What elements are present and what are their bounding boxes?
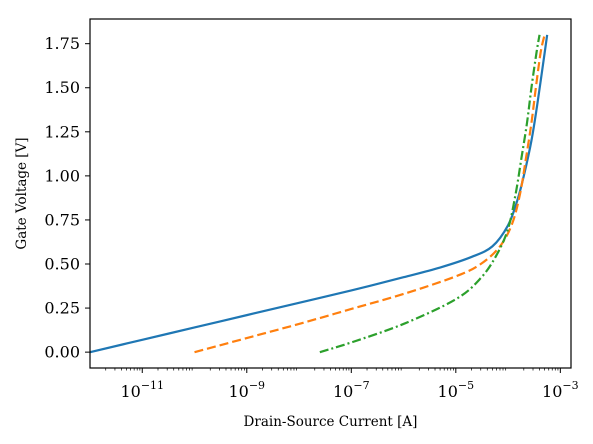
x-tick-exponent: −7 (353, 379, 369, 392)
series-line-1 (89, 34, 549, 354)
y-tick-label: 1.50 (44, 78, 80, 97)
x-tick-label: 10−3 (542, 379, 579, 401)
y-tick-label: 1.75 (44, 34, 80, 53)
x-axis-ticks: 10−11 10−9 10−7 10−5 10−3 (105, 368, 579, 401)
x-tick-exponent: −3 (562, 379, 578, 392)
y-tick-label: 0.25 (44, 299, 80, 318)
x-tick-base: 10 (438, 382, 458, 401)
y-tick-label: 1.00 (44, 166, 80, 185)
x-tick-label: 10−7 (333, 379, 370, 401)
series-line-3 (319, 34, 541, 354)
x-tick-label: 10−9 (228, 379, 265, 401)
y-axis-label: Gate Voltage [V] (14, 137, 30, 249)
plot-frame (89, 18, 572, 369)
plot-lines (89, 34, 549, 354)
y-axis-ticks: 0.00 0.25 0.50 0.75 1.00 1.25 1.50 1.75 (44, 34, 90, 362)
x-tick-label: 10−5 (438, 379, 475, 401)
y-tick-label: 0.00 (44, 343, 80, 362)
x-tick-exponent: −9 (249, 379, 265, 392)
x-tick-label: 10−11 (120, 379, 164, 401)
x-tick-exponent: −5 (458, 379, 474, 392)
x-tick-base: 10 (542, 382, 562, 401)
x-tick-base: 10 (120, 382, 140, 401)
y-tick-label: 0.75 (44, 210, 80, 229)
x-tick-base: 10 (333, 382, 353, 401)
y-tick-label: 0.50 (44, 255, 80, 274)
x-tick-base: 10 (228, 382, 248, 401)
y-tick-label: 1.25 (44, 122, 80, 141)
x-tick-exponent: −11 (141, 379, 164, 392)
series-line-2 (194, 34, 546, 354)
x-axis-label: Drain-Source Current [A] (244, 414, 418, 430)
